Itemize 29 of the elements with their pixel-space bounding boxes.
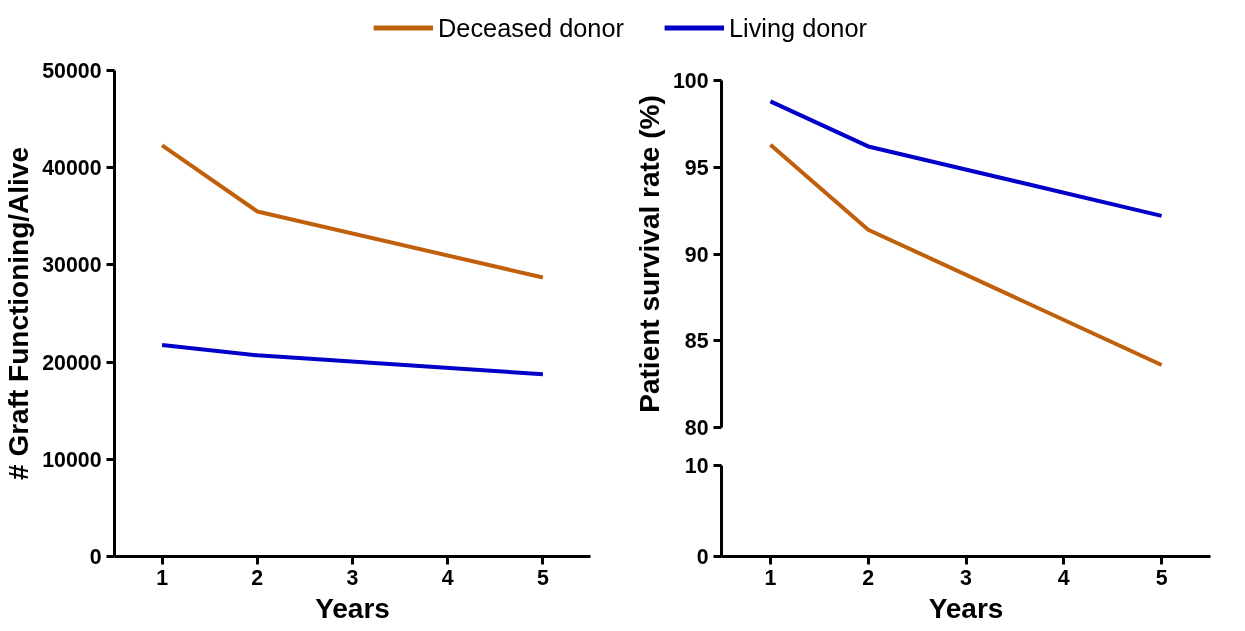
y-tick-label: 90 bbox=[684, 242, 709, 267]
x-tick-label: 1 bbox=[764, 565, 777, 590]
x-tick-label: 2 bbox=[251, 565, 264, 590]
x-tick-label: 2 bbox=[862, 565, 875, 590]
legend-label: Living donor bbox=[728, 13, 867, 42]
y-tick-label: 85 bbox=[684, 329, 709, 354]
x-tick-label: 3 bbox=[960, 565, 973, 590]
legend-label: Deceased donor bbox=[438, 13, 624, 42]
y-tick-label: 30000 bbox=[42, 253, 102, 278]
y-axis-title: # Graft Functioning/Alive bbox=[3, 147, 35, 480]
y-tick-label: 20000 bbox=[42, 350, 102, 375]
x-tick-label: 3 bbox=[346, 565, 359, 590]
y-tick-label: 0 bbox=[89, 545, 102, 569]
x-axis-title: Years bbox=[315, 592, 390, 624]
y-tick-label: 80 bbox=[684, 416, 709, 440]
y-tick-label: 95 bbox=[684, 155, 709, 180]
y-tick-label: 10 bbox=[684, 454, 709, 478]
x-axis-title: Years bbox=[928, 592, 1004, 624]
x-tick-label: 5 bbox=[1155, 565, 1168, 590]
x-tick-label: 1 bbox=[156, 565, 169, 590]
y-tick-label: 100 bbox=[672, 69, 709, 93]
x-tick-label: 5 bbox=[536, 565, 549, 590]
x-tick-label: 4 bbox=[441, 565, 454, 590]
y-axis-title: Patient survival rate (%) bbox=[633, 95, 665, 413]
y-tick-label: 50000 bbox=[42, 59, 102, 83]
y-tick-label: 40000 bbox=[42, 156, 102, 181]
y-tick-label: 10000 bbox=[42, 447, 102, 472]
y-tick-label: 0 bbox=[696, 545, 709, 569]
x-tick-label: 4 bbox=[1057, 565, 1070, 590]
